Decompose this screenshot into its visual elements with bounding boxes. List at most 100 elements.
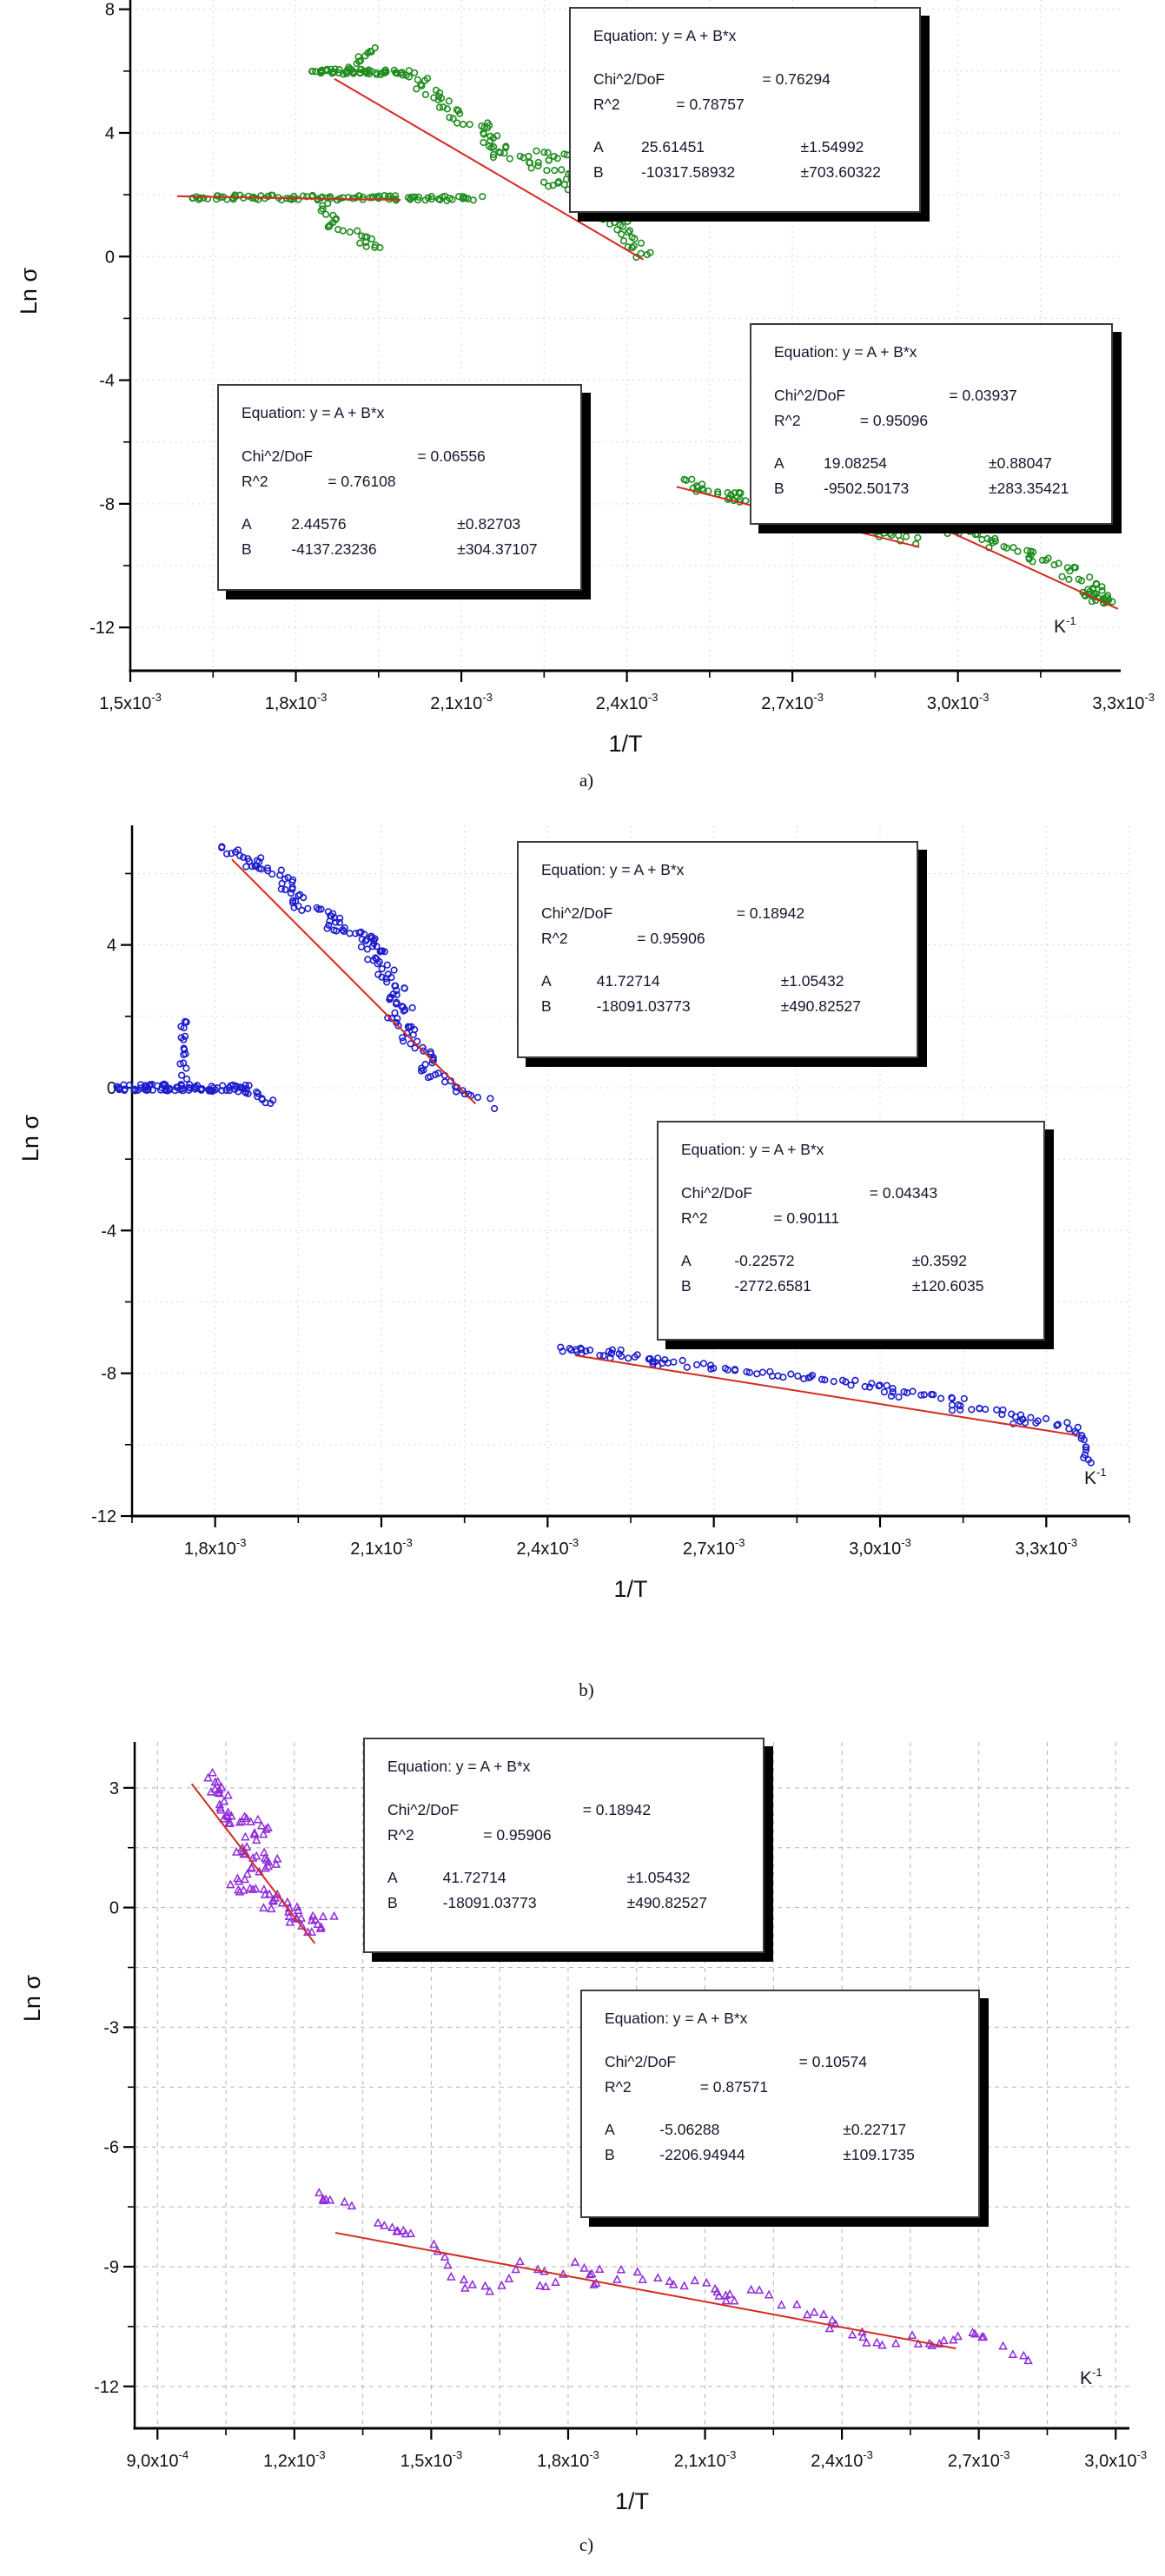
equation-box-a3: Equation: y = A + B*x Chi^2/DoF = 0.06556… — [217, 384, 582, 591]
data-point — [504, 2274, 514, 2282]
coef-a-label: A — [593, 138, 604, 156]
data-point — [363, 945, 371, 953]
data-point — [665, 2276, 674, 2285]
data-point — [1019, 2350, 1029, 2360]
data-point — [1050, 561, 1058, 569]
coef-a-error: ±1.05432 — [780, 972, 844, 990]
data-point — [282, 1897, 293, 1906]
data-point — [668, 2279, 678, 2288]
data-point — [948, 1394, 956, 1402]
data-point — [443, 105, 452, 113]
data-point — [258, 1829, 268, 1838]
data-point — [887, 1392, 896, 1401]
data-point — [376, 948, 384, 956]
data-point — [447, 2271, 456, 2281]
data-point — [579, 2262, 589, 2272]
data-point — [863, 526, 870, 533]
x-tick-label: 3,3x10-3 — [1016, 1536, 1078, 1559]
data-point — [288, 885, 296, 893]
data-point — [909, 1387, 917, 1395]
data-point — [1098, 583, 1106, 591]
data-point — [618, 230, 626, 238]
data-point — [263, 1857, 274, 1866]
data-point — [777, 2300, 786, 2309]
data-point — [1027, 1414, 1035, 1421]
data-point — [745, 1368, 754, 1376]
data-point — [545, 156, 553, 164]
chi2-value: = 0.10574 — [798, 2052, 867, 2070]
data-point — [213, 1777, 222, 1785]
data-point — [264, 192, 272, 200]
data-point — [427, 193, 435, 201]
fit-line — [334, 2231, 956, 2350]
data-point — [1082, 1446, 1090, 1454]
data-point — [366, 194, 374, 202]
data-point — [313, 1919, 323, 1929]
data-point — [239, 1884, 248, 1894]
data-point — [378, 965, 386, 973]
chi2-label: Chi^2/DoF — [541, 904, 613, 922]
coef-a-label: A — [387, 1869, 398, 1887]
data-point — [253, 1088, 261, 1096]
coef-b-error: ±490.82527 — [780, 997, 861, 1015]
data-point — [886, 529, 894, 538]
data-point — [1042, 556, 1050, 564]
equation-box-c2: Equation: y = A + B*x Chi^2/DoF = 0.10574… — [580, 1990, 980, 2218]
equation-box-a2: Equation: y = A + B*x Chi^2/DoF = 0.03937… — [750, 323, 1113, 525]
r2-label: R^2 — [774, 411, 801, 429]
equation-label: Equation: y = A + B*x — [593, 27, 737, 44]
data-point — [374, 960, 381, 968]
fit-line — [190, 1783, 316, 1944]
data-point — [794, 1372, 802, 1380]
coef-a-label: A — [541, 972, 552, 990]
data-point — [753, 1370, 761, 1378]
data-point — [403, 1030, 411, 1037]
data-point — [242, 1813, 252, 1823]
y-tick-label: -3 — [103, 2018, 119, 2037]
data-point — [269, 1096, 277, 1104]
data-point — [249, 1828, 260, 1837]
r2-value: = 0.90111 — [773, 1209, 840, 1227]
data-point — [296, 1913, 306, 1922]
data-point — [558, 166, 566, 174]
data-point — [407, 1040, 414, 1048]
coef-b-label: B — [242, 540, 252, 558]
data-point — [261, 1863, 270, 1872]
subplot-caption: b) — [579, 1679, 594, 1700]
data-point — [319, 205, 327, 213]
data-point — [356, 70, 364, 77]
data-point — [452, 1088, 460, 1096]
data-point — [1058, 573, 1066, 580]
data-point — [290, 904, 298, 911]
data-point — [619, 222, 626, 230]
x-tick-label: 1,2x10-3 — [263, 2448, 326, 2471]
data-point — [880, 1388, 889, 1396]
data-point — [244, 1089, 252, 1098]
data-point — [251, 1851, 261, 1860]
data-point — [559, 1348, 566, 1355]
data-point — [1082, 1443, 1089, 1451]
data-point — [895, 1393, 903, 1401]
data-point — [287, 889, 295, 897]
data-point — [625, 1354, 632, 1362]
data-point — [254, 1093, 261, 1101]
x-tick-label: 2,4x10-3 — [596, 691, 659, 713]
data-point — [960, 1394, 968, 1402]
data-point — [631, 235, 639, 242]
coef-b-value: -10317.58932 — [641, 163, 736, 181]
x-tick-label: 3,0x10-3 — [849, 1536, 911, 1559]
data-point — [227, 1811, 236, 1820]
data-point — [948, 524, 956, 533]
equation-box-b2: Equation: y = A + B*x Chi^2/DoF = 0.04343… — [657, 1121, 1045, 1341]
data-point — [354, 53, 362, 61]
data-point — [271, 1859, 281, 1868]
chart-c-panel: 9,0x10-4 1,2x10-3 1,5x10-3 1,8x10-3 2,1x10-3… — [0, 1738, 1165, 2576]
y-tick-label: -12 — [94, 2378, 119, 2397]
data-point — [594, 2264, 605, 2274]
data-point — [200, 194, 208, 202]
data-point — [714, 2291, 724, 2300]
data-point — [371, 43, 379, 52]
data-point — [1009, 544, 1017, 552]
data-point — [392, 192, 400, 200]
data-point — [1087, 1459, 1095, 1467]
